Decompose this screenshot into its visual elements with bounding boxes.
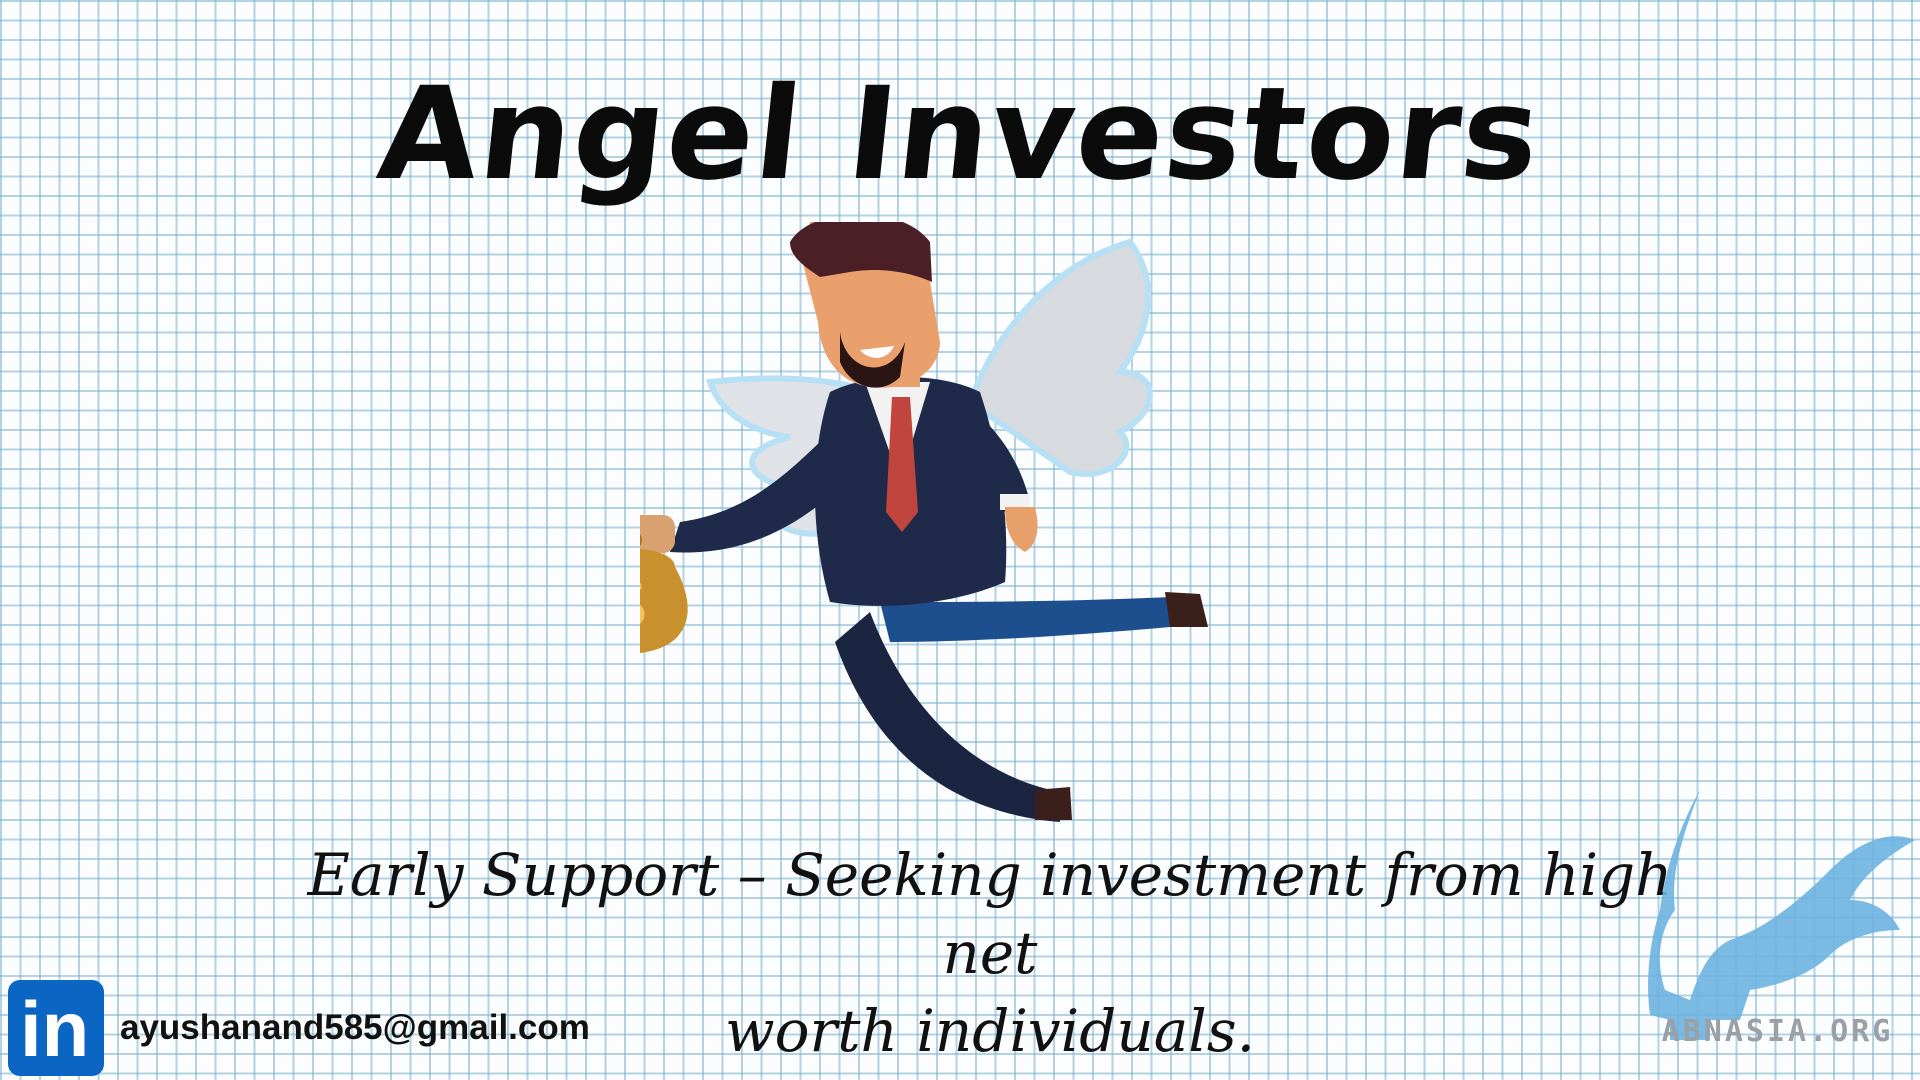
caption-line-2: worth individuals. — [724, 997, 1256, 1065]
arm-left — [640, 422, 865, 553]
slide-title: Angel Investors — [371, 60, 1549, 209]
head — [790, 222, 940, 388]
contact-email[interactable]: ayushanand585@gmail.com — [120, 1008, 590, 1047]
money-bag-symbol: $ — [640, 562, 650, 644]
brand-name: ABNASIA.ORG — [1661, 1014, 1894, 1049]
suit-jacket — [815, 377, 1007, 606]
caption-line-1: Early Support – Seeking investment from … — [307, 841, 1673, 987]
money-bag-icon: $ — [640, 533, 688, 653]
angel-investor-illustration: $ — [640, 222, 1208, 822]
contact-block: in ayushanand585@gmail.com — [8, 980, 590, 1076]
legs — [835, 592, 1208, 822]
slide-caption: Early Support – Seeking investment from … — [280, 836, 1700, 1070]
griffin-logo-icon — [1648, 790, 1915, 1040]
arm-right — [950, 407, 1038, 552]
wing-right — [966, 238, 1153, 477]
linkedin-icon[interactable]: in — [8, 980, 104, 1076]
